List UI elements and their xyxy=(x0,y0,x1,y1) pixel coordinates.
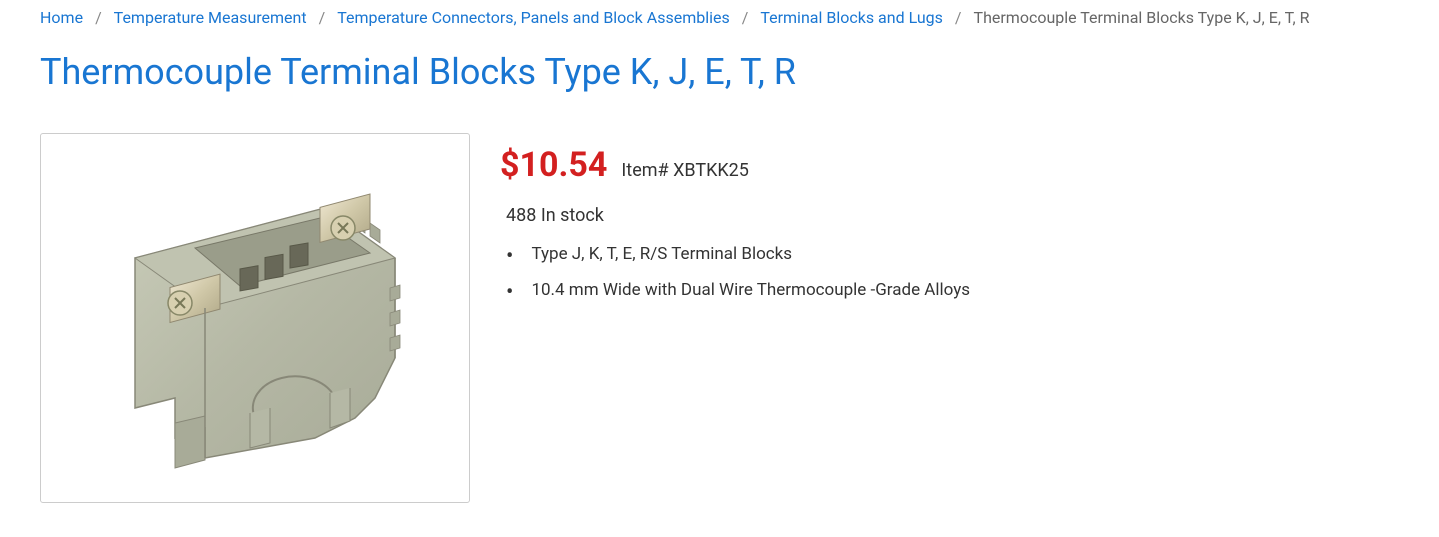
feature-text: 10.4 mm Wide with Dual Wire Thermocouple… xyxy=(531,280,970,300)
breadcrumb-current: Thermocouple Terminal Blocks Type K, J, … xyxy=(974,8,1310,27)
stock-status: 488 In stock xyxy=(506,205,1399,226)
feature-item: Type J, K, T, E, R/S Terminal Blocks xyxy=(506,244,1399,266)
breadcrumb-separator: / xyxy=(742,8,749,27)
price-row: $10.54 Item# XBTKK25 xyxy=(500,145,1399,185)
product-details: $10.54 Item# XBTKK25 488 In stock Type J… xyxy=(500,133,1399,503)
breadcrumb-separator: / xyxy=(319,8,326,27)
breadcrumb-separator: / xyxy=(955,8,962,27)
breadcrumb-link-connectors[interactable]: Temperature Connectors, Panels and Block… xyxy=(337,8,730,27)
product-container: $10.54 Item# XBTKK25 488 In stock Type J… xyxy=(40,133,1399,503)
item-number: Item# XBTKK25 xyxy=(621,160,749,181)
feature-list: Type J, K, T, E, R/S Terminal Blocks 10.… xyxy=(500,244,1399,302)
feature-item: 10.4 mm Wide with Dual Wire Thermocouple… xyxy=(506,280,1399,302)
terminal-block-icon xyxy=(75,158,435,478)
breadcrumb-link-home[interactable]: Home xyxy=(40,8,83,27)
breadcrumb-link-terminal-blocks[interactable]: Terminal Blocks and Lugs xyxy=(760,8,943,27)
page-title: Thermocouple Terminal Blocks Type K, J, … xyxy=(40,51,1399,93)
product-image[interactable] xyxy=(40,133,470,503)
breadcrumb-separator: / xyxy=(95,8,102,27)
price: $10.54 xyxy=(500,145,607,185)
breadcrumb-link-temperature-measurement[interactable]: Temperature Measurement xyxy=(114,8,307,27)
breadcrumb: Home / Temperature Measurement / Tempera… xyxy=(40,8,1399,27)
feature-text: Type J, K, T, E, R/S Terminal Blocks xyxy=(531,244,792,264)
